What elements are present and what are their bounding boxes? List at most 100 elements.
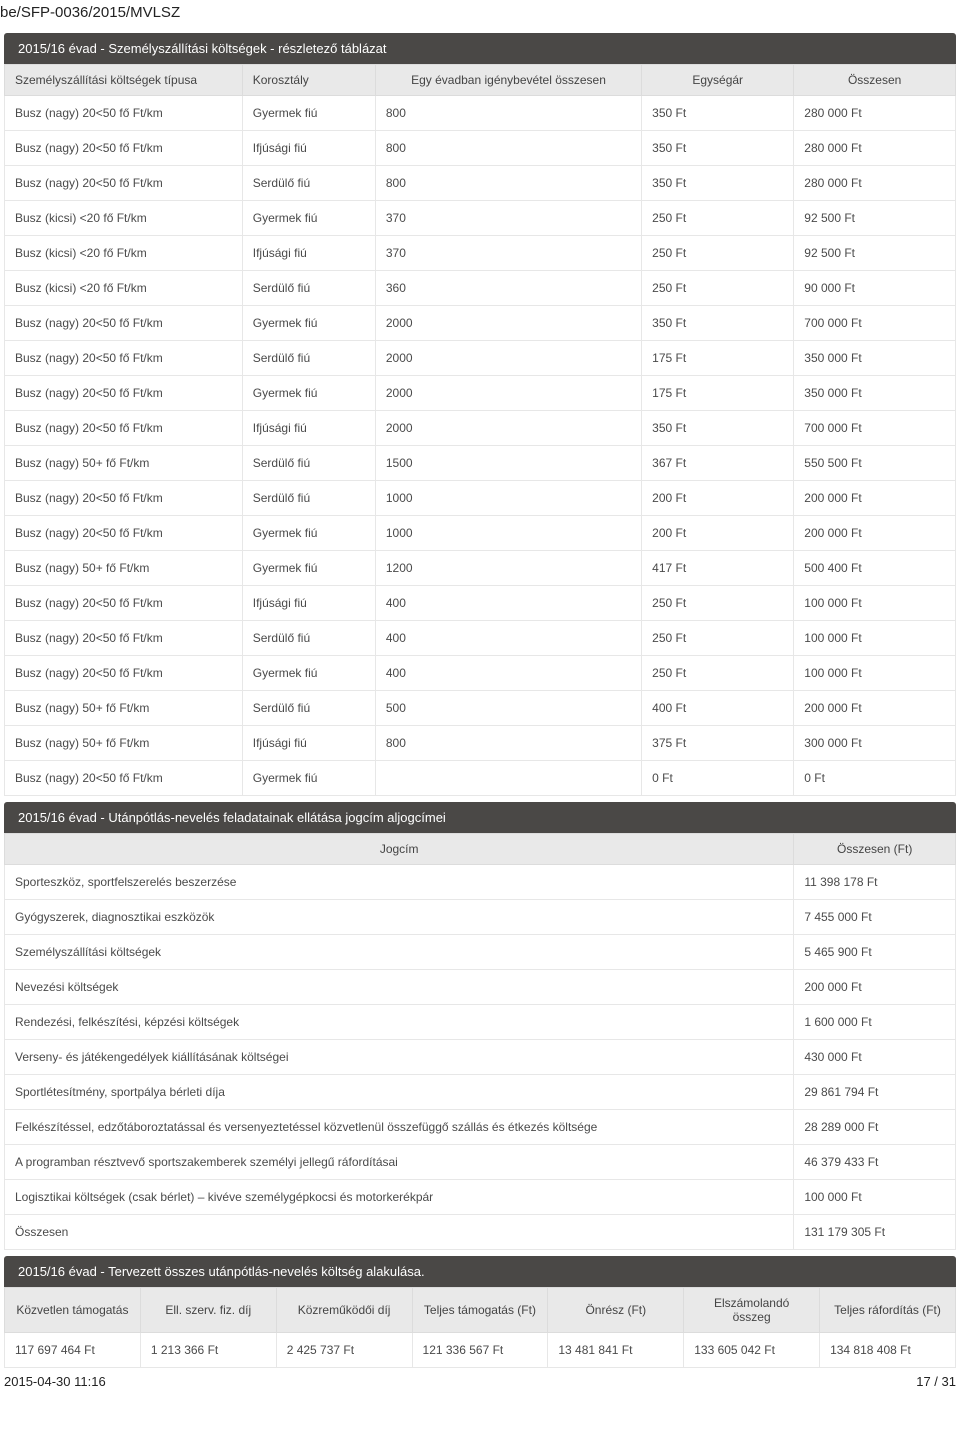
column-header: Teljes ráfordítás (Ft) — [820, 1288, 956, 1333]
table-row: Busz (nagy) 50+ fő Ft/kmGyermek fiú12004… — [5, 551, 956, 586]
table-cell: Busz (kicsi) <20 fő Ft/km — [5, 236, 243, 271]
column-header: Önrész (Ft) — [548, 1288, 684, 1333]
column-header: Összesen (Ft) — [794, 834, 956, 865]
table-cell: Busz (kicsi) <20 fő Ft/km — [5, 201, 243, 236]
table-cell: 280 000 Ft — [794, 96, 956, 131]
table-cell: Gyermek fiú — [242, 761, 375, 796]
table-cell: Gyermek fiú — [242, 656, 375, 691]
section3-title: 2015/16 évad - Tervezett összes utánpótl… — [4, 1256, 956, 1287]
subtitles-table: JogcímÖsszesen (Ft) Sporteszköz, sportfe… — [4, 833, 956, 1250]
table-cell: Serdülő fiú — [242, 446, 375, 481]
table-cell: 250 Ft — [642, 201, 794, 236]
table-cell: 430 000 Ft — [794, 1040, 956, 1075]
table-cell: Ifjúsági fiú — [242, 726, 375, 761]
table-row: Busz (kicsi) <20 fő Ft/kmGyermek fiú3702… — [5, 201, 956, 236]
table-cell: 100 000 Ft — [794, 656, 956, 691]
table-cell: Logisztikai költségek (csak bérlet) – ki… — [5, 1180, 794, 1215]
table-cell: Busz (nagy) 50+ fő Ft/km — [5, 726, 243, 761]
table-cell: 800 — [375, 96, 641, 131]
table-row: Gyógyszerek, diagnosztikai eszközök7 455… — [5, 900, 956, 935]
table-row: Nevezési költségek200 000 Ft — [5, 970, 956, 1005]
table-cell: 1 600 000 Ft — [794, 1005, 956, 1040]
table-cell: 250 Ft — [642, 656, 794, 691]
table-cell: 350 000 Ft — [794, 341, 956, 376]
table-cell: Gyermek fiú — [242, 516, 375, 551]
table-cell: 700 000 Ft — [794, 306, 956, 341]
table-cell: 0 Ft — [794, 761, 956, 796]
table-cell: 90 000 Ft — [794, 271, 956, 306]
table-cell: Busz (nagy) 50+ fő Ft/km — [5, 691, 243, 726]
table-cell: Busz (nagy) 20<50 fő Ft/km — [5, 376, 243, 411]
table-cell: Ifjúsági fiú — [242, 586, 375, 621]
table-cell: 200 000 Ft — [794, 691, 956, 726]
table-cell: Személyszállítási költségek — [5, 935, 794, 970]
column-header: Összesen — [794, 65, 956, 96]
footer-timestamp: 2015-04-30 11:16 — [4, 1374, 106, 1389]
table-cell: 1000 — [375, 481, 641, 516]
table-cell: 131 179 305 Ft — [794, 1215, 956, 1250]
table-cell: Busz (nagy) 20<50 fő Ft/km — [5, 341, 243, 376]
table-cell: 2000 — [375, 306, 641, 341]
table-cell: 5 465 900 Ft — [794, 935, 956, 970]
column-header: Korosztály — [242, 65, 375, 96]
table-row: Verseny- és játékengedélyek kiállításána… — [5, 1040, 956, 1075]
column-header: Közreműködői díj — [276, 1288, 412, 1333]
table-cell: 250 Ft — [642, 621, 794, 656]
table-row: Sportlétesítmény, sportpálya bérleti díj… — [5, 1075, 956, 1110]
column-header: Teljes támogatás (Ft) — [412, 1288, 548, 1333]
table-cell: Busz (nagy) 20<50 fő Ft/km — [5, 621, 243, 656]
table-cell: Gyermek fiú — [242, 201, 375, 236]
column-header: Személyszállítási költségek típusa — [5, 65, 243, 96]
table-cell: 29 861 794 Ft — [794, 1075, 956, 1110]
table-cell: 417 Ft — [642, 551, 794, 586]
table-cell: 175 Ft — [642, 376, 794, 411]
table-cell: 134 818 408 Ft — [820, 1333, 956, 1368]
table-row: Busz (nagy) 20<50 fő Ft/kmSerdülő fiú100… — [5, 481, 956, 516]
table-cell: 500 400 Ft — [794, 551, 956, 586]
table-row: Busz (nagy) 20<50 fő Ft/kmSerdülő fiú800… — [5, 166, 956, 201]
table-row: Rendezési, felkészítési, képzési költség… — [5, 1005, 956, 1040]
table-cell: 280 000 Ft — [794, 131, 956, 166]
table-row: Busz (nagy) 20<50 fő Ft/kmGyermek fiú0 F… — [5, 761, 956, 796]
table-cell: 1000 — [375, 516, 641, 551]
column-header: Egy évadban igénybevétel összesen — [375, 65, 641, 96]
table-cell: 250 Ft — [642, 586, 794, 621]
table-cell: 92 500 Ft — [794, 201, 956, 236]
table-cell: 1200 — [375, 551, 641, 586]
table-cell: Busz (nagy) 20<50 fő Ft/km — [5, 131, 243, 166]
page-footer: 2015-04-30 11:16 17 / 31 — [0, 1368, 960, 1389]
table-cell: Serdülő fiú — [242, 621, 375, 656]
table-cell: Felkészítéssel, edzőtáboroztatással és v… — [5, 1110, 794, 1145]
table-cell: 11 398 178 Ft — [794, 865, 956, 900]
table-cell: 1 213 366 Ft — [140, 1333, 276, 1368]
table-cell: Gyermek fiú — [242, 96, 375, 131]
table-cell: 2 425 737 Ft — [276, 1333, 412, 1368]
table-cell: Rendezési, felkészítési, képzési költség… — [5, 1005, 794, 1040]
table-cell: 300 000 Ft — [794, 726, 956, 761]
table-cell: 350 Ft — [642, 96, 794, 131]
table-cell: 250 Ft — [642, 236, 794, 271]
column-header: Jogcím — [5, 834, 794, 865]
table-cell: Ifjúsági fiú — [242, 236, 375, 271]
table-cell: 133 605 042 Ft — [684, 1333, 820, 1368]
table-row: Busz (nagy) 50+ fő Ft/kmSerdülő fiú15003… — [5, 446, 956, 481]
table-cell: Serdülő fiú — [242, 691, 375, 726]
column-header: Ell. szerv. fiz. díj — [140, 1288, 276, 1333]
table-cell: 200 Ft — [642, 481, 794, 516]
table-cell: Gyermek fiú — [242, 551, 375, 586]
table-cell: 200 Ft — [642, 516, 794, 551]
table-cell: Busz (nagy) 20<50 fő Ft/km — [5, 516, 243, 551]
table-row: 117 697 464 Ft1 213 366 Ft2 425 737 Ft12… — [5, 1333, 956, 1368]
table-cell: 100 000 Ft — [794, 1180, 956, 1215]
table-cell: 350 000 Ft — [794, 376, 956, 411]
table-cell: 350 Ft — [642, 306, 794, 341]
table-cell: 0 Ft — [642, 761, 794, 796]
table-cell: A programban résztvevő sportszakemberek … — [5, 1145, 794, 1180]
footer-pagenum: 17 / 31 — [916, 1374, 956, 1389]
table-cell: 121 336 567 Ft — [412, 1333, 548, 1368]
table-cell: Busz (nagy) 20<50 fő Ft/km — [5, 586, 243, 621]
table-cell: Serdülő fiú — [242, 166, 375, 201]
table-row: Busz (nagy) 20<50 fő Ft/kmGyermek fiú800… — [5, 96, 956, 131]
table-row: Busz (nagy) 20<50 fő Ft/kmSerdülő fiú200… — [5, 341, 956, 376]
section1-title: 2015/16 évad - Személyszállítási költség… — [4, 33, 956, 64]
